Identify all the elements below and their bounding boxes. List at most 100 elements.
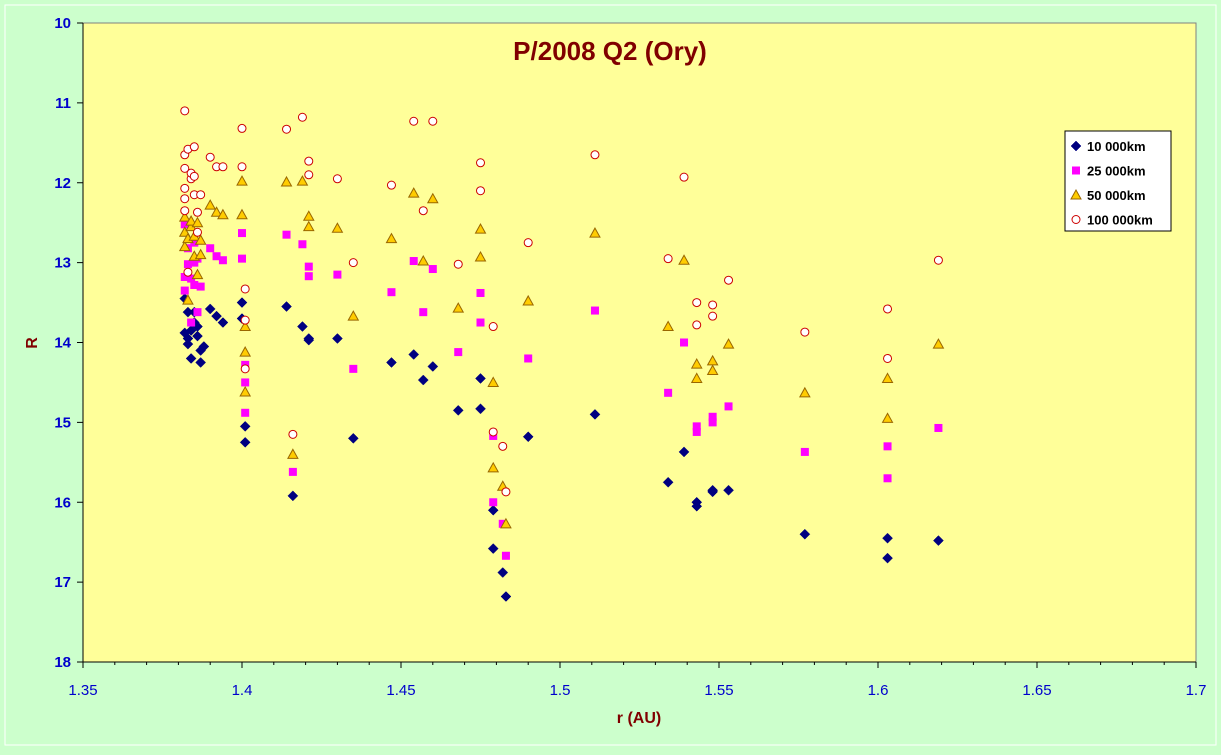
data-point xyxy=(302,220,315,232)
data-point xyxy=(239,421,251,432)
tick-labels: 1.35 1.4 1.45 1.5 1.55 1.6 1.65 1.7 10 11 12 13 14 15… xyxy=(54,15,1206,699)
data-point xyxy=(882,552,893,564)
legend-label: 25 000km xyxy=(1087,164,1146,179)
data-point xyxy=(706,364,719,375)
y-tick-label: 18 xyxy=(54,654,71,671)
data-point xyxy=(180,183,190,193)
data-point xyxy=(192,227,202,237)
data-point xyxy=(933,255,943,265)
data-point xyxy=(524,354,533,363)
data-point xyxy=(347,310,360,321)
plot-area xyxy=(82,22,1197,663)
data-point xyxy=(304,262,313,271)
y-tick-label: 16 xyxy=(54,494,71,511)
data-point xyxy=(497,567,509,578)
data-point xyxy=(185,325,197,336)
data-point xyxy=(349,364,358,373)
data-point xyxy=(487,543,499,554)
data-point xyxy=(386,180,396,190)
data-point xyxy=(194,234,207,245)
data-point xyxy=(523,238,533,248)
data-point xyxy=(386,357,397,368)
data-point xyxy=(883,353,893,363)
x-tick-label: 1.7 xyxy=(1186,682,1207,699)
data-point xyxy=(182,294,194,305)
data-point xyxy=(194,248,207,260)
data-point xyxy=(708,300,718,310)
data-point xyxy=(664,388,673,397)
data-point xyxy=(238,229,246,238)
data-point xyxy=(237,123,247,133)
data-point xyxy=(708,311,718,321)
data-point xyxy=(303,334,315,346)
legend-label: 10 000km xyxy=(1087,139,1146,154)
data-point xyxy=(178,240,191,252)
legend-marker xyxy=(1070,140,1082,152)
data-point xyxy=(348,258,358,268)
data-point xyxy=(692,422,701,431)
data-point xyxy=(487,504,499,516)
data-point xyxy=(883,474,892,483)
axes xyxy=(77,22,1197,668)
data-point xyxy=(333,270,342,279)
data-point xyxy=(476,288,485,297)
data-point xyxy=(180,273,189,282)
data-point xyxy=(180,106,190,116)
data-point xyxy=(453,259,463,269)
data-point xyxy=(240,284,250,294)
data-point xyxy=(218,256,227,265)
data-point xyxy=(239,385,252,397)
data-point xyxy=(417,374,429,386)
data-point xyxy=(304,156,314,166)
data-point xyxy=(239,436,251,448)
data-point xyxy=(882,532,893,544)
data-point xyxy=(934,423,943,432)
data-point xyxy=(217,317,229,328)
data-point xyxy=(476,186,485,196)
data-point xyxy=(522,431,534,443)
data-point xyxy=(452,302,465,313)
y-tick-label: 15 xyxy=(54,414,71,431)
legend-box xyxy=(1064,130,1172,232)
data-point xyxy=(418,206,428,216)
data-point xyxy=(883,304,893,314)
data-point xyxy=(193,308,202,317)
data-point xyxy=(498,441,508,451)
data-point xyxy=(452,405,464,416)
data-point xyxy=(241,378,250,387)
data-point xyxy=(426,192,439,204)
data-point xyxy=(501,487,511,497)
x-tick-label: 1.4 xyxy=(232,682,253,699)
data-point xyxy=(189,171,199,181)
data-point xyxy=(679,172,689,182)
data-point xyxy=(212,252,221,261)
data-point xyxy=(690,358,703,369)
data-point xyxy=(236,208,248,220)
data-point xyxy=(332,174,342,184)
data-point xyxy=(476,318,485,327)
data-point xyxy=(881,412,894,423)
data-point xyxy=(304,272,313,281)
data-point xyxy=(183,267,193,277)
data-point xyxy=(218,162,228,172)
legend: 10 000km 25 000km 50 000km 100 000km xyxy=(1064,130,1172,232)
x-tick-label: 1.5 xyxy=(550,682,571,699)
data-point xyxy=(182,338,194,350)
data-point xyxy=(707,486,718,498)
y-tick-label: 14 xyxy=(54,335,71,352)
data-point xyxy=(417,254,430,266)
data-point xyxy=(428,116,438,126)
data-point xyxy=(690,372,703,383)
data-point xyxy=(281,301,292,312)
data-point xyxy=(204,199,217,210)
data-point xyxy=(724,402,733,411)
series-diamond xyxy=(179,293,944,602)
data-point xyxy=(474,251,487,262)
legend-marker xyxy=(1070,188,1082,200)
y-tick-label: 11 xyxy=(55,95,71,112)
data-point xyxy=(590,306,599,315)
data-point xyxy=(236,297,248,308)
data-point xyxy=(409,257,418,266)
data-point xyxy=(211,310,222,322)
